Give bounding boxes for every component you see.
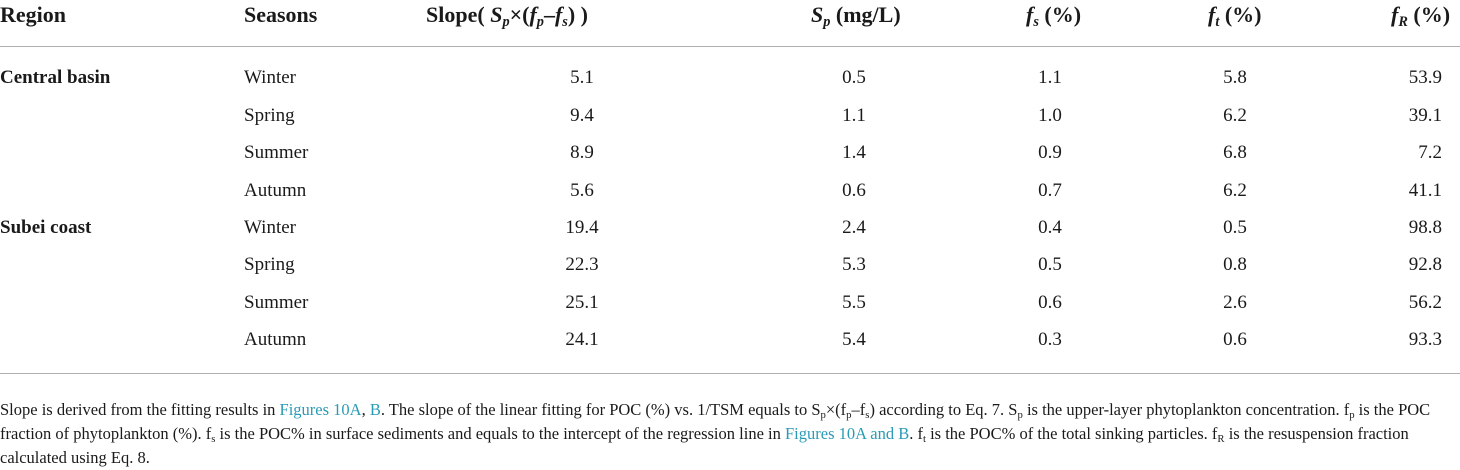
cell-sp: 5.4 — [842, 329, 866, 350]
table-row: Spring 22.3 5.3 0.5 0.8 92.8 — [0, 253, 1460, 290]
cell-sp: 5.5 — [842, 292, 866, 313]
cell-slope: 5.6 — [570, 180, 594, 201]
cell-slope: 25.1 — [565, 292, 599, 313]
header-fs: fs (%) — [1026, 2, 1082, 30]
table-footnote: Slope is derived from the fitting result… — [0, 400, 1431, 467]
cell-ft: 6.2 — [1223, 105, 1247, 126]
cell-season: Spring — [244, 254, 295, 275]
cell-sp: 0.6 — [842, 180, 866, 201]
cell-fs: 1.1 — [1038, 67, 1062, 88]
cell-fr: 98.8 — [1408, 217, 1442, 238]
cell-season: Winter — [244, 67, 296, 88]
cell-ft: 6.8 — [1223, 142, 1247, 163]
cell-fs: 1.0 — [1038, 105, 1062, 126]
table-row: Spring 9.4 1.1 1.0 6.2 39.1 — [0, 104, 1460, 141]
cell-fr: 53.9 — [1408, 67, 1442, 88]
cell-season: Summer — [244, 292, 309, 313]
cell-sp: 1.1 — [842, 105, 866, 126]
cell-fs: 0.9 — [1038, 142, 1062, 163]
cell-region: Subei coast — [0, 217, 92, 238]
cell-sp: 1.4 — [842, 142, 866, 163]
cell-season: Autumn — [244, 329, 307, 350]
table-bottom-divider — [0, 373, 1460, 374]
header-fr: fR (%) — [1391, 2, 1451, 30]
cell-slope: 19.4 — [565, 217, 599, 238]
cell-slope: 5.1 — [570, 67, 594, 88]
cell-slope: 24.1 — [565, 329, 599, 350]
cell-sp: 0.5 — [842, 67, 866, 88]
cell-fs: 0.4 — [1038, 217, 1062, 238]
link-figures-10a-and-b[interactable]: Figures 10A and B — [784, 424, 910, 443]
table-row: Subei coast Winter 19.4 2.4 0.4 0.5 98.8 — [0, 216, 1460, 253]
cell-fr: 7.2 — [1418, 142, 1442, 163]
table-row: Autumn 5.6 0.6 0.7 6.2 41.1 — [0, 179, 1460, 216]
cell-slope: 9.4 — [570, 105, 594, 126]
cell-fs: 0.5 — [1038, 254, 1062, 275]
cell-fs: 0.7 — [1038, 180, 1062, 201]
table-row: Central basin Winter 5.1 0.5 1.1 5.8 53.… — [0, 66, 1460, 103]
cell-region: Central basin — [0, 67, 111, 88]
table-header: Region Seasons Slope( Sp×(fp–fs) ) Sp (m… — [0, 0, 1460, 46]
header-slope: Slope( Sp×(fp–fs) ) — [426, 2, 589, 30]
cell-ft: 0.8 — [1223, 254, 1247, 275]
header-sp: Sp (mg/L) — [811, 2, 901, 30]
cell-fr: 39.1 — [1408, 105, 1442, 126]
header-region: Region — [0, 2, 66, 27]
cell-slope: 8.9 — [570, 142, 594, 163]
cell-season: Autumn — [244, 180, 307, 201]
header-ft: ft (%) — [1208, 2, 1262, 30]
cell-fr: 92.8 — [1408, 254, 1442, 275]
cell-fr: 41.1 — [1408, 180, 1442, 201]
link-figure-10b[interactable]: B — [369, 400, 381, 419]
cell-season: Spring — [244, 105, 295, 126]
cell-ft: 5.8 — [1223, 67, 1247, 88]
cell-fr: 56.2 — [1408, 292, 1442, 313]
cell-ft: 6.2 — [1223, 180, 1247, 201]
table-row: Summer 8.9 1.4 0.9 6.8 7.2 — [0, 141, 1460, 178]
header-seasons: Seasons — [244, 2, 318, 27]
cell-fs: 0.6 — [1038, 292, 1062, 313]
cell-fr: 93.3 — [1408, 329, 1442, 350]
cell-sp: 5.3 — [842, 254, 866, 275]
header-divider — [0, 46, 1460, 47]
cell-ft: 0.5 — [1223, 217, 1247, 238]
cell-ft: 2.6 — [1223, 292, 1247, 313]
cell-season: Summer — [244, 142, 309, 163]
cell-season: Winter — [244, 217, 296, 238]
table-row: Summer 25.1 5.5 0.6 2.6 56.2 — [0, 291, 1460, 328]
cell-ft: 0.6 — [1223, 329, 1247, 350]
cell-slope: 22.3 — [565, 254, 599, 275]
cell-fs: 0.3 — [1038, 329, 1062, 350]
table-row: Autumn 24.1 5.4 0.3 0.6 93.3 — [0, 328, 1460, 365]
link-figures-10a[interactable]: Figures 10A — [279, 400, 362, 419]
cell-sp: 2.4 — [842, 217, 866, 238]
